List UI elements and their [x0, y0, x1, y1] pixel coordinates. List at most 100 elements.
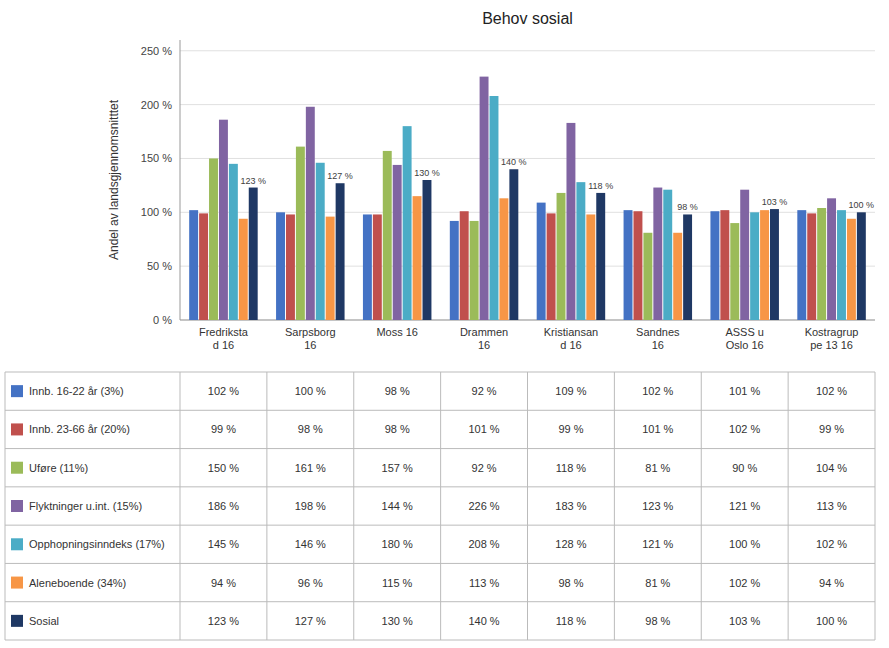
bar: [393, 165, 402, 320]
legend-entry: Innb. 23-66 år (20%): [29, 423, 130, 435]
table-col-line: [440, 372, 441, 640]
y-tick-label: 100 %: [141, 206, 172, 218]
bars: [189, 77, 866, 320]
y-tick-label: 150 %: [141, 152, 172, 164]
bar: [239, 219, 248, 320]
legend-entry: Opphopningsinndeks (17%): [29, 538, 165, 550]
x-tick-label-line: pe 13 16: [810, 339, 853, 351]
table-row-line: [5, 448, 875, 449]
table-value: 140 %: [468, 615, 499, 627]
table-value: 118 %: [556, 615, 587, 627]
bar: [460, 211, 469, 320]
table-row-line: [5, 640, 875, 641]
table-row-line: [5, 563, 875, 564]
bar: [663, 190, 672, 320]
table-col-line: [614, 372, 615, 640]
bar: [586, 214, 595, 320]
grid: [180, 51, 875, 320]
table-col-line: [353, 372, 354, 640]
y-axis-line: [180, 40, 181, 320]
data-label: 100 %: [849, 200, 875, 210]
x-tick-label: Sandnes16: [636, 326, 680, 351]
bar: [673, 233, 682, 320]
chart: Behov sosial Andel av landsgjennomsnittte…: [0, 0, 889, 648]
bar: [306, 107, 315, 320]
bar: [423, 180, 432, 320]
x-tick-label-line: Drammen: [460, 326, 508, 338]
table-value: 99 %: [558, 423, 583, 435]
data-label: 130 %: [414, 168, 440, 178]
data-label: 127 %: [327, 171, 353, 181]
bar: [296, 147, 305, 320]
table-value: 113 %: [469, 577, 500, 589]
table-row-line: [5, 525, 875, 526]
x-tick-label: Drammen16: [460, 326, 508, 351]
legend-swatch: [11, 538, 23, 550]
table-value: 109 %: [555, 385, 586, 397]
table-value: 157 %: [382, 462, 413, 474]
bar: [596, 193, 605, 320]
table-value: 145 %: [208, 538, 239, 550]
table-value: 121 %: [642, 538, 673, 550]
x-tick-label-line: ASSS u: [725, 326, 764, 338]
bar: [413, 196, 422, 320]
x-tick-label-line: Moss 16: [376, 326, 418, 338]
x-tick-label-line: 16: [652, 339, 664, 351]
bar: [229, 164, 238, 320]
bar: [857, 212, 866, 320]
bar: [189, 210, 198, 320]
bar: [470, 221, 479, 320]
bar: [633, 211, 642, 320]
bar: [383, 151, 392, 320]
y-tick-label: 50 %: [147, 260, 172, 272]
title: Behov sosial: [482, 10, 573, 27]
bar: [847, 219, 856, 320]
table-value: 92 %: [472, 462, 497, 474]
bar: [720, 210, 729, 320]
bar: [683, 214, 692, 320]
table-value: 183 %: [555, 500, 586, 512]
x-tick-label-line: Sarpsborg: [285, 326, 336, 338]
x-tick-label-line: Oslo 16: [726, 339, 764, 351]
legend-entry: Sosial: [29, 615, 59, 627]
data-table: Innb. 16-22 år (3%)102 %100 %98 %92 %109…: [5, 372, 875, 640]
bar: [557, 193, 566, 320]
grid-line: [180, 158, 875, 159]
table-value: 100 %: [729, 538, 760, 550]
legend-entry: Aleneboende (34%): [29, 577, 126, 589]
table-row-line: [5, 486, 875, 487]
table-value: 144 %: [382, 500, 413, 512]
x-tick-label-line: d 16: [560, 339, 581, 351]
x-tick-label-line: 16: [478, 339, 490, 351]
bar: [450, 221, 459, 320]
table-value: 226 %: [468, 500, 499, 512]
table-value: 102 %: [816, 385, 847, 397]
table-value: 102 %: [642, 385, 673, 397]
table-value: 98 %: [298, 423, 323, 435]
bar: [770, 209, 779, 320]
x-tick-label: Moss 16: [376, 326, 418, 338]
table-value: 102 %: [729, 423, 760, 435]
table-value: 186 %: [208, 500, 239, 512]
table-value: 100 %: [816, 615, 847, 627]
legend-entry: Flyktninger u.int. (15%): [29, 500, 142, 512]
legend-swatch: [11, 423, 23, 435]
table-value: 102 %: [208, 385, 239, 397]
table-col-line: [788, 372, 789, 640]
bar: [827, 198, 836, 320]
x-tick-label-line: Kostragrup: [805, 326, 859, 338]
table-value: 208 %: [468, 538, 499, 550]
table-value: 128 %: [555, 538, 586, 550]
table-value: 123 %: [208, 615, 239, 627]
table-value: 101 %: [729, 385, 760, 397]
bar: [653, 188, 662, 320]
table-value: 180 %: [382, 538, 413, 550]
table-col-line: [701, 372, 702, 640]
x-tick-label: Kristiansand 16: [544, 326, 598, 351]
grid-line: [180, 50, 875, 51]
bar: [576, 182, 585, 320]
table-value: 81 %: [645, 577, 670, 589]
table-value: 104 %: [816, 462, 847, 474]
table-value: 115 %: [382, 577, 413, 589]
y-axis-label: Andel av landsgjennomsnitttet: [107, 99, 121, 260]
